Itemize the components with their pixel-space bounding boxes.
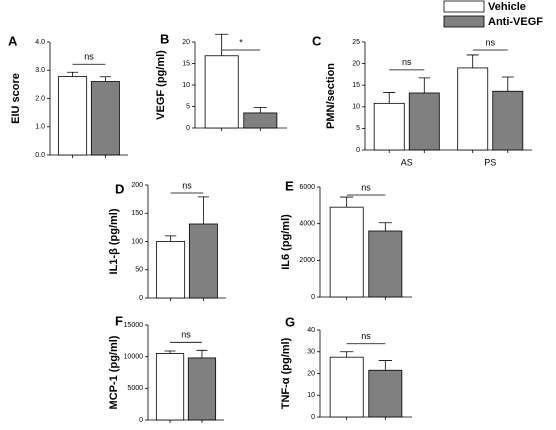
panel-label: D [115,181,124,196]
y-tick-label: 0 [139,417,143,424]
y-tick-label: 2000 [299,257,315,264]
bar [373,102,405,151]
error-bar [378,360,392,371]
y-tick-label: 3.0 [35,67,45,74]
y-tick-label: 20 [307,370,315,377]
bar [457,67,489,151]
error-bar [67,71,79,77]
error-bar [215,33,229,56]
y-tick-label: 0 [356,147,360,154]
bar [188,223,218,299]
y-tick-label: 10 [182,82,190,89]
significance-label: ns [181,330,191,340]
error-bar [99,76,111,82]
y-tick-label: 2.0 [35,95,45,102]
bar [90,81,120,156]
legend-swatch [443,0,485,13]
y-tick-label: 15 [352,82,360,89]
y-tick-label: 4000 [299,221,315,228]
bar [187,357,217,421]
y-tick-label: 5000 [127,385,143,392]
bar [368,230,403,298]
y-tick-label: 100 [131,238,143,245]
y-axis-label: MCP-1 (pg/ml) [108,335,120,409]
y-tick-label: 10 [307,392,315,399]
y-tick-label: 10000 [124,354,144,361]
bar [204,55,239,129]
bar [329,356,364,418]
panel-label: C [312,33,322,48]
panel-label: F [115,313,123,328]
y-axis-label: PMN/section [325,63,337,129]
y-axis-label: EIU score [10,73,22,124]
legend-swatch [443,15,485,28]
y-tick-label: 20 [352,60,360,67]
y-axis-label: TNF-α (pg/ml) [280,337,292,409]
y-tick-label: 50 [135,267,143,274]
error-bar [501,76,514,92]
panel-label: E [285,178,294,193]
y-tick-label: 5 [186,103,190,110]
error-bar [164,350,176,354]
error-bar [378,222,392,231]
significance-label: ns [182,180,192,190]
error-bar [340,196,354,208]
y-tick-label: 5 [356,125,360,132]
y-tick-label: 20 [182,39,190,46]
significance-label: ns [361,182,371,192]
bar [58,76,88,156]
error-bar [253,106,267,113]
bar [492,90,524,151]
x-tick-label: AS [401,157,413,167]
y-tick-label: 40 [307,327,315,334]
x-tick-label: PS [484,157,496,167]
significance-label: ns [402,57,412,67]
y-tick-label: 25 [352,39,360,46]
error-bar [466,54,479,68]
y-tick-label: 15 [182,60,190,67]
error-bar [165,235,177,242]
significance-label: ns [485,37,495,47]
y-axis-label: IL1-β (pg/ml) [108,208,120,274]
error-bar [340,351,354,358]
panel-label: A [8,33,18,48]
y-tick-label: 150 [131,210,143,217]
y-axis-label: VEGF (pg/ml) [155,50,167,120]
bar [408,92,440,151]
error-bar [418,77,431,93]
y-tick-label: 15000 [124,322,144,329]
legend-label: Anti-VEGF [488,16,543,28]
bar [155,353,185,421]
bar [329,206,364,298]
significance-label: * [239,37,243,47]
y-tick-label: 6000 [299,184,315,191]
y-tick-label: 30 [307,349,315,356]
bar [156,241,186,299]
error-bar [383,92,396,104]
y-tick-label: 0 [186,125,190,132]
bar [243,112,278,129]
y-axis-label: IL6 (pg/ml) [280,214,292,270]
significance-label: ns [84,52,94,62]
y-tick-label: 1.0 [35,124,45,131]
y-tick-label: 0.0 [35,152,45,159]
panel-label: B [160,31,169,46]
error-bar [197,196,209,224]
legend-label: Vehicle [488,1,526,13]
y-tick-label: 200 [131,182,143,189]
significance-label: ns [361,331,371,341]
y-tick-label: 0 [139,295,143,302]
y-tick-label: 4.0 [35,39,45,46]
legend: Vehicle Anti-VEGF [443,0,543,28]
error-bar [196,349,208,358]
panel-label: G [285,314,295,329]
y-tick-label: 10 [352,104,360,111]
y-tick-label: 0 [311,414,315,421]
y-tick-label: 0 [311,294,315,301]
bar [368,369,403,418]
